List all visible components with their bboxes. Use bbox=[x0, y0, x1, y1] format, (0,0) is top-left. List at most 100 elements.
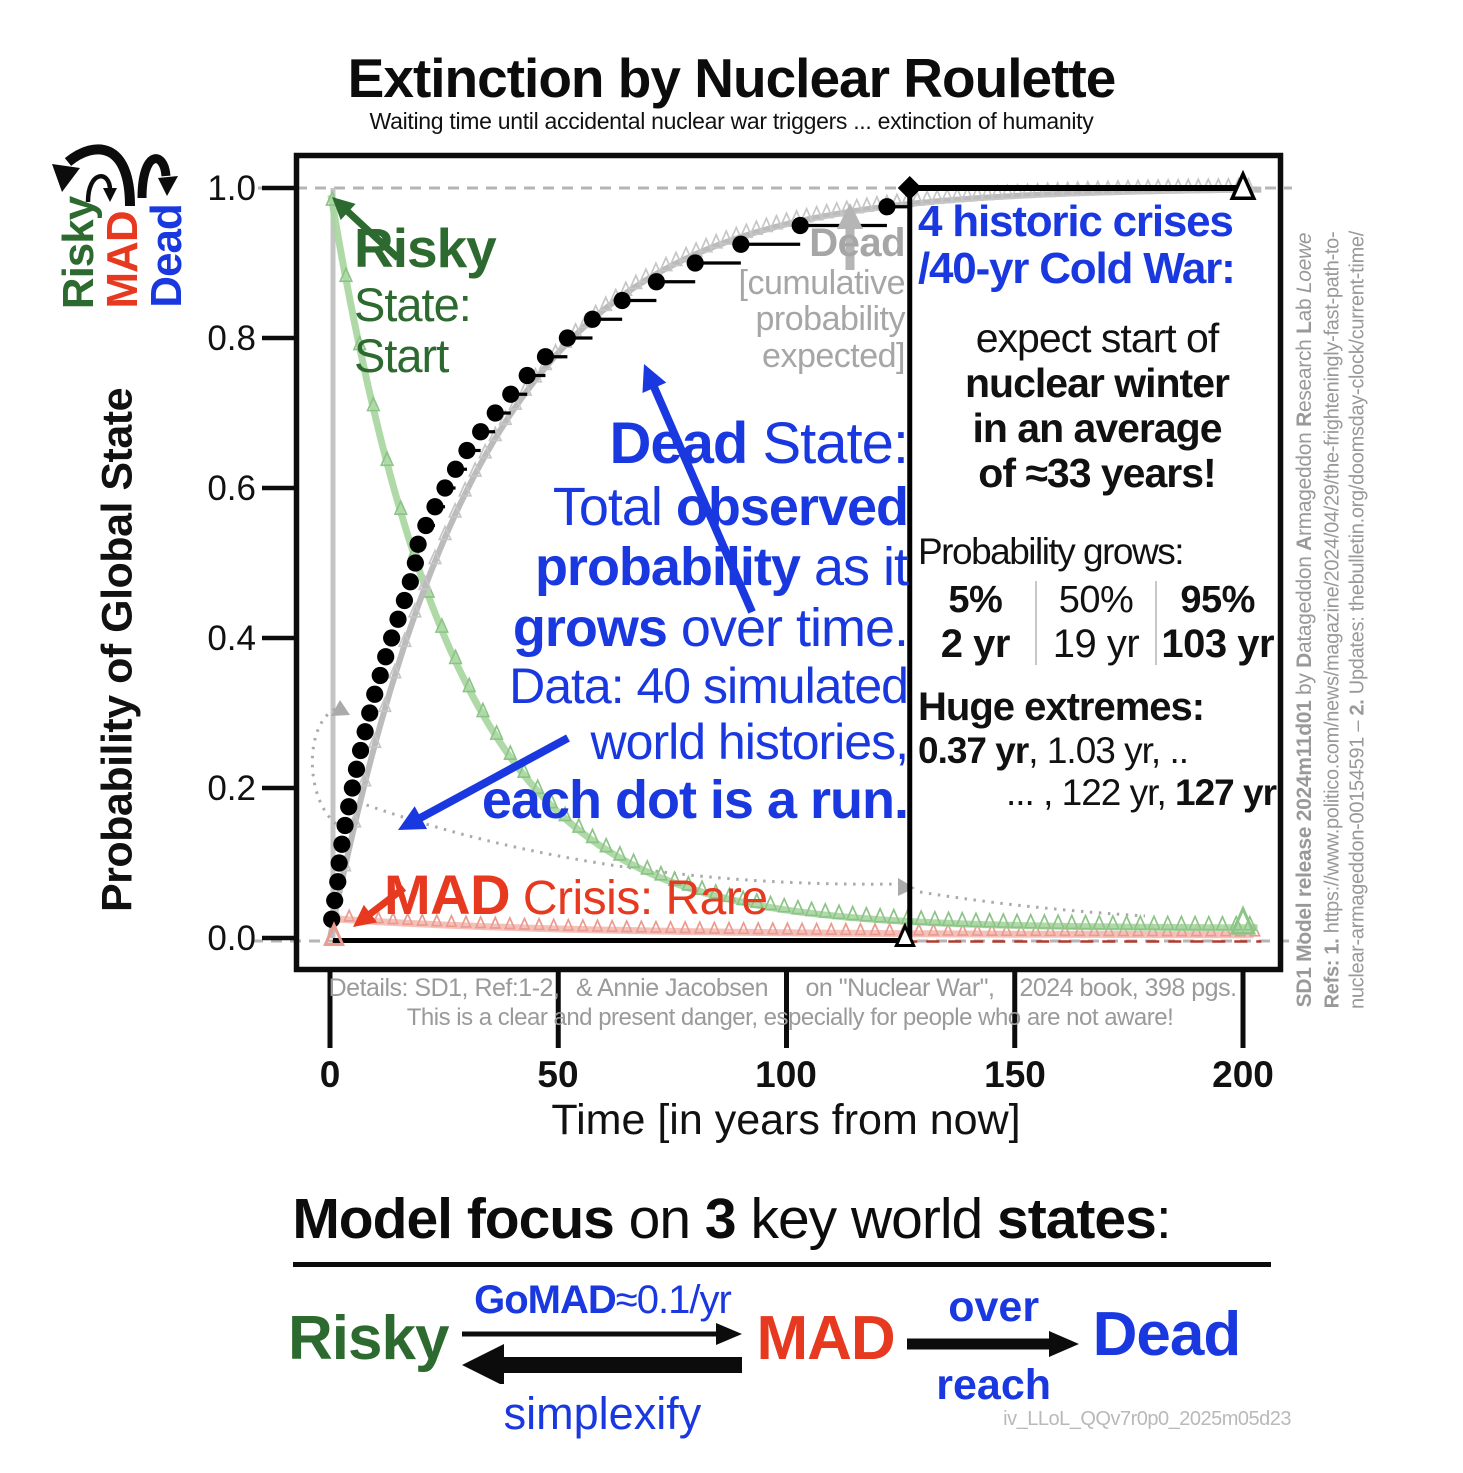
overreach-arrow-head-icon bbox=[1048, 1331, 1079, 1357]
annotation-dead-expected-line: [cumulative bbox=[738, 263, 906, 302]
y-tick-label: 0.8 bbox=[207, 319, 256, 358]
risky-marker-icon bbox=[1092, 913, 1107, 930]
expected-marker-icon bbox=[1020, 182, 1035, 199]
text-segment: 0.37 yr bbox=[918, 729, 1029, 771]
text-segment: ... , 122 yr, bbox=[1005, 771, 1175, 813]
risky-marker-icon bbox=[968, 911, 984, 928]
annotation-dead-observed-line: Total observed bbox=[308, 476, 909, 537]
quantile-cell: 50% 19 yr bbox=[1039, 577, 1154, 669]
heading-underline bbox=[293, 1262, 1271, 1267]
text-segment: 2. bbox=[1346, 699, 1369, 716]
expected-marker-icon bbox=[1191, 177, 1206, 194]
mad-marker-icon bbox=[343, 908, 356, 922]
annotation-dead-observed-line: each dot is a run. bbox=[308, 770, 909, 831]
risky-marker-icon bbox=[777, 896, 792, 913]
mad-marker-icon bbox=[766, 921, 779, 935]
text-segment: https://www.politico.com/news/magazine/2… bbox=[1321, 231, 1344, 939]
text-segment: Dead bbox=[609, 411, 749, 476]
mad-marker-icon bbox=[357, 909, 370, 923]
risky-marker-icon bbox=[599, 836, 614, 853]
expected-marker-icon bbox=[839, 199, 854, 216]
risky-marker-icon bbox=[1229, 914, 1244, 931]
text-segment: expect start of bbox=[975, 315, 1220, 362]
mad-marker-icon bbox=[912, 922, 925, 936]
risky-marker-icon bbox=[804, 900, 819, 917]
text-segment: 3 bbox=[704, 1187, 737, 1251]
risky-marker-icon bbox=[1009, 912, 1025, 929]
risky-marker-icon bbox=[1187, 914, 1203, 931]
details-segment: & Annie Jacobsen bbox=[575, 974, 769, 1002]
info-panel: 4 historic crises /40-yr Cold War: expec… bbox=[918, 197, 1277, 814]
expected-marker-icon bbox=[1211, 176, 1226, 193]
expected-marker-icon bbox=[829, 200, 844, 217]
expected-marker-icon bbox=[1140, 178, 1156, 195]
x-axis-label: Time [in years from now] bbox=[551, 1096, 1021, 1144]
expected-marker-icon bbox=[1040, 181, 1055, 198]
mad-marker-icon bbox=[796, 921, 809, 935]
state-diagram: Risky GoMAD≈0.1/yr simplexify MAD over r… bbox=[288, 1278, 1242, 1436]
expected-marker-icon bbox=[899, 191, 915, 208]
panel-extremes-line: 0.37 yr, 1.03 yr, .. bbox=[918, 730, 1276, 772]
text-segment: of ≈33 years! bbox=[978, 450, 1216, 497]
text-segment: probability bbox=[534, 537, 801, 598]
risky-marker-icon bbox=[1133, 914, 1148, 931]
x-tick-label: 50 bbox=[537, 1054, 579, 1095]
risky-annotation-arrow-head-icon bbox=[332, 197, 356, 221]
quantile-yr: 19 yr bbox=[1052, 621, 1140, 666]
text-segment: each dot is a run. bbox=[481, 770, 909, 831]
text-segment: GoMAD bbox=[474, 1278, 617, 1322]
text-segment: key world bbox=[735, 1187, 998, 1251]
text-segment: MAD bbox=[384, 863, 511, 926]
risky-marker-icon bbox=[585, 827, 600, 844]
mad-marker-icon bbox=[1248, 923, 1261, 937]
mad-marker-icon bbox=[1088, 922, 1101, 937]
annotation-risky-line: State: bbox=[354, 277, 472, 331]
quantile-yr: 103 yr bbox=[1161, 621, 1275, 666]
sidebar-credit: SD1 Model release 2024m11d01 by Datagedd… bbox=[1293, 233, 1317, 1008]
text-segment: Loewe bbox=[1293, 232, 1316, 294]
risky-marker-icon bbox=[1201, 914, 1216, 931]
risky-marker-icon bbox=[900, 908, 915, 925]
mad-start-marker-icon bbox=[323, 921, 345, 946]
panel-body-line: in an average bbox=[918, 406, 1276, 451]
mad-marker-icon bbox=[1175, 923, 1188, 937]
expected-marker-icon bbox=[1050, 180, 1065, 197]
panel-headline: 4 historic crises bbox=[918, 197, 1234, 246]
risky-marker-icon bbox=[1105, 913, 1120, 930]
details-note: This is a clear and present danger, espe… bbox=[406, 1004, 1174, 1031]
mad-marker-icon bbox=[956, 922, 969, 936]
diagram-dead-state: Dead bbox=[1092, 1300, 1242, 1369]
text-segment: on bbox=[613, 1187, 705, 1251]
mad-marker-icon bbox=[328, 907, 341, 921]
text-segment: observed bbox=[675, 476, 909, 537]
annotation-dead-expected-line: expected] bbox=[762, 336, 905, 375]
expected-marker-icon bbox=[819, 202, 834, 219]
risky-end-marker-icon bbox=[1229, 905, 1257, 935]
mad-marker-icon bbox=[1015, 922, 1028, 937]
sidebar-ref-line2: nuclear-armageddon-00154591 – 2. Updates… bbox=[1347, 231, 1370, 1009]
mad-marker-icon bbox=[883, 921, 896, 936]
mad-marker-icon bbox=[1058, 922, 1071, 937]
ecdf-run-dot bbox=[330, 854, 348, 872]
annotation-dead-observed-line: world histories, bbox=[308, 714, 909, 770]
mad-marker-icon bbox=[1000, 922, 1013, 937]
details-segment: Details: SD1, Ref:1-2, bbox=[328, 974, 560, 1002]
diagram-mad-state: MAD bbox=[756, 1304, 895, 1373]
panel-prob-grows-label: Probability grows: bbox=[918, 530, 1185, 572]
text-segment: as it bbox=[799, 537, 909, 598]
mad-to-dead-arrow-shaft bbox=[137, 154, 171, 199]
mad-marker-icon bbox=[1029, 922, 1042, 937]
mad-annotation-arrow-head-icon bbox=[353, 904, 378, 927]
expected-marker-icon bbox=[1110, 178, 1125, 195]
dotted-flow-arc2 bbox=[919, 890, 1146, 918]
expected-marker-icon bbox=[1221, 176, 1236, 193]
risky-marker-icon bbox=[1119, 914, 1134, 930]
mad-marker-icon bbox=[854, 921, 867, 936]
mad-marker-icon bbox=[942, 922, 955, 936]
ecdf-run-dot bbox=[333, 835, 351, 853]
x-tick-label: 200 bbox=[1212, 1054, 1274, 1095]
mad-marker-icon bbox=[1073, 922, 1086, 937]
diagram-mad-dead-group: over reach bbox=[905, 1286, 1083, 1407]
expected-marker-icon bbox=[1241, 176, 1256, 193]
panel-headline: /40-yr Cold War: bbox=[918, 244, 1236, 294]
